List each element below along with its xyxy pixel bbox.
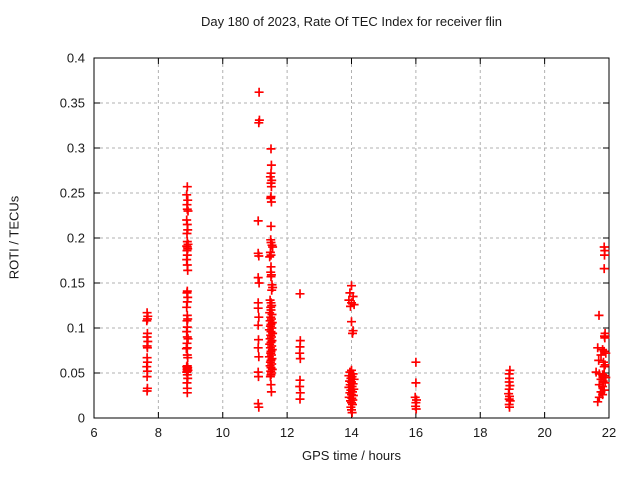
y-tick-label: 0.35 [60,96,85,111]
x-tick-label: 18 [473,425,487,440]
x-tick-label: 8 [155,425,162,440]
x-tick-label: 6 [90,425,97,440]
y-tick-label: 0.1 [67,321,85,336]
x-tick-label: 22 [602,425,616,440]
y-tick-label: 0.2 [67,231,85,246]
x-tick-label: 16 [409,425,423,440]
y-tick-label: 0.25 [60,186,85,201]
x-tick-label: 20 [537,425,551,440]
y-tick-label: 0.05 [60,366,85,381]
data-points [142,87,611,418]
x-axis-label: GPS time / hours [302,448,401,463]
x-tick-labels: 6 8 10 12 14 16 18 20 22 [90,425,616,440]
y-tick-label: 0.15 [60,276,85,291]
grid-lines [94,58,609,418]
axes [93,57,610,419]
x-tick-label: 14 [344,425,358,440]
y-tick-labels: 0 0.05 0.1 0.15 0.2 0.25 0.3 0.35 0.4 [60,51,85,426]
y-tick-label: 0 [78,411,85,426]
chart-title: Day 180 of 2023, Rate Of TEC Index for r… [200,14,503,29]
y-tick-label: 0.4 [67,51,85,66]
y-tick-label: 0.3 [67,141,85,156]
x-tick-label: 10 [216,425,230,440]
x-tick-label: 12 [280,425,294,440]
